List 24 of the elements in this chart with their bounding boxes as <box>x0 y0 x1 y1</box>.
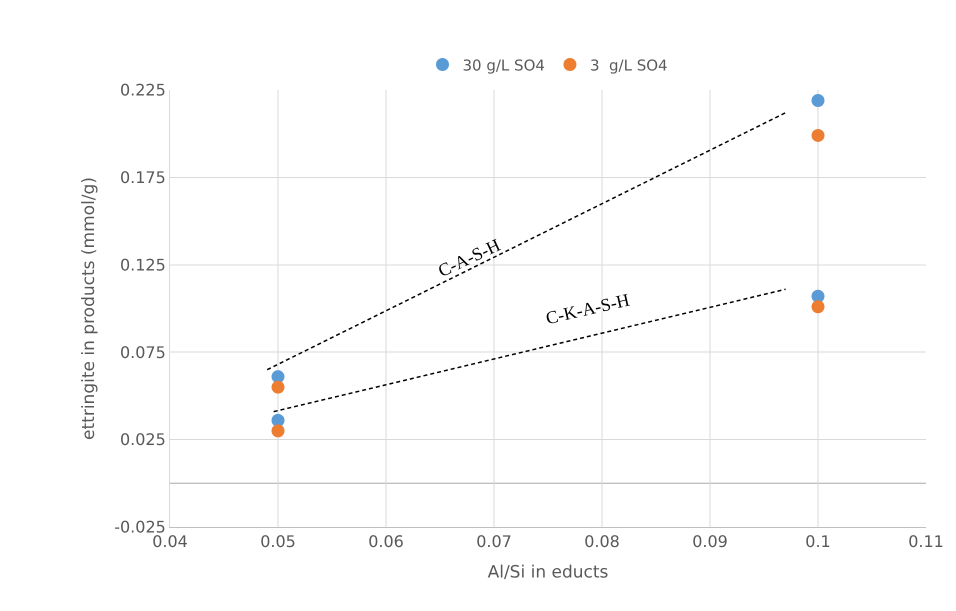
x-tick-label: 0.08 <box>584 532 620 552</box>
point <box>812 300 824 314</box>
y-tick-label: 0.025 <box>120 430 166 450</box>
y-axis-title: ettringite in products (mmol/g) <box>78 177 99 440</box>
y-tick-label: 0.125 <box>120 255 166 274</box>
x-tick-label: 0.04 <box>152 532 188 552</box>
annotation: C-K-A-S-H <box>544 290 632 328</box>
legend-label: 30 g/L SO4 <box>462 56 545 74</box>
y-tick-label: 0.075 <box>120 342 166 362</box>
point <box>272 380 284 394</box>
x-tick-label: 0.05 <box>260 532 296 552</box>
x-axis-title: Al/Si in educts <box>488 562 609 583</box>
x-tick-label: 0.07 <box>476 532 512 552</box>
x-tick-label: 0.09 <box>692 532 728 552</box>
y-tick-label: 0.175 <box>120 168 166 187</box>
x-tick-label: 0.11 <box>908 532 944 552</box>
x-tick-label: 0.1 <box>805 532 831 552</box>
legend-label: 3 g/L SO4 <box>590 56 668 74</box>
point <box>272 424 284 438</box>
point <box>272 370 284 384</box>
x-tick-label: 0.06 <box>368 532 404 552</box>
point <box>812 128 824 142</box>
point <box>812 94 824 107</box>
y-tick-label: 0.225 <box>120 80 166 100</box>
